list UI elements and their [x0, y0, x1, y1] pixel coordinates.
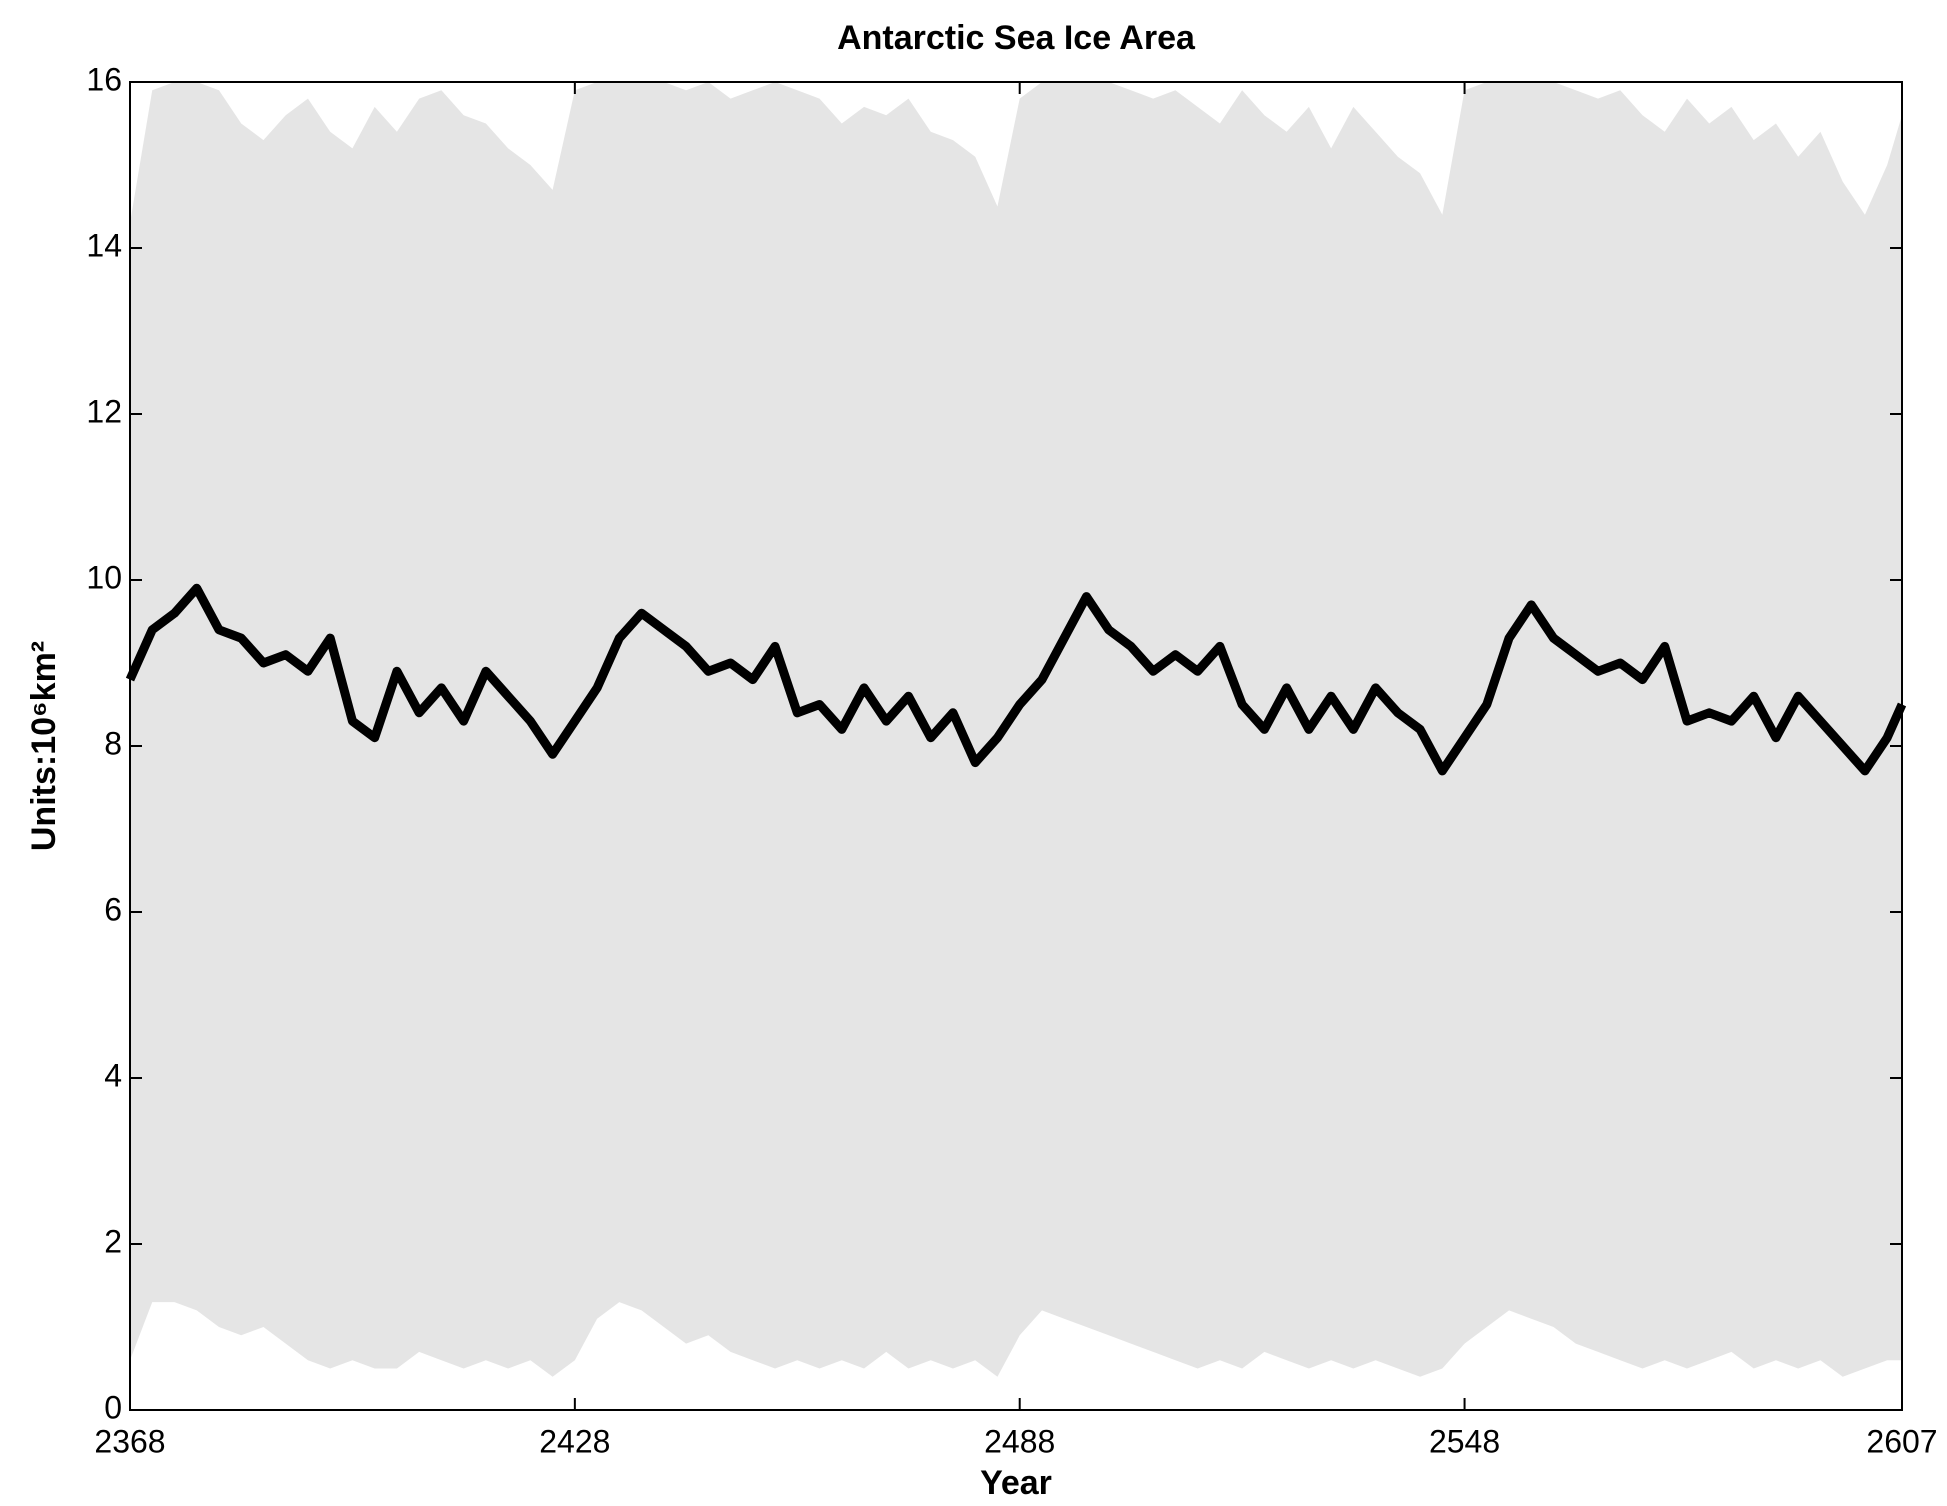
- x-tick-label: 2548: [1429, 1423, 1500, 1459]
- x-axis-label: Year: [980, 1464, 1052, 1502]
- y-tick-label: 8: [104, 725, 122, 761]
- x-tick-label: 2368: [94, 1423, 165, 1459]
- x-tick-label: 2428: [539, 1423, 610, 1459]
- y-tick-label: 10: [86, 559, 122, 595]
- y-tick-label: 4: [104, 1057, 122, 1093]
- series-line: [125, 583, 1907, 776]
- y-tick-label: 12: [86, 393, 122, 429]
- x-tick-label: 2607: [1866, 1423, 1937, 1459]
- y-axis-label: Units:10⁶km²: [25, 641, 63, 851]
- y-tick-label: 14: [86, 227, 122, 263]
- range-band: [130, 82, 1902, 1377]
- x-tick-label: 2488: [984, 1423, 1055, 1459]
- y-tick-label: 2: [104, 1223, 122, 1259]
- y-tick-label: 16: [86, 61, 122, 97]
- chart-title: Antarctic Sea Ice Area: [837, 19, 1196, 57]
- y-tick-label: 0: [104, 1389, 122, 1425]
- y-tick-label: 6: [104, 891, 122, 927]
